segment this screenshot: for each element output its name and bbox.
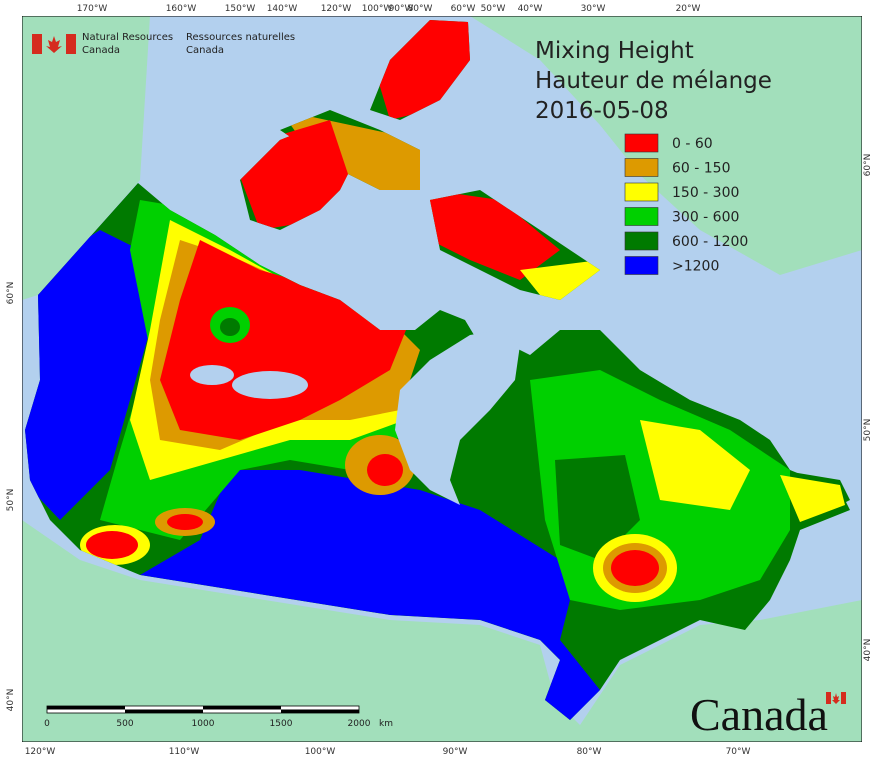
scale-label: 500: [116, 719, 133, 729]
lon-label: 140°W: [267, 4, 298, 14]
scale-seg: [203, 706, 281, 710]
scale-seg: [281, 709, 359, 713]
lon-label: 100°W: [305, 747, 336, 757]
legend-swatch: [624, 182, 659, 202]
title: 2016-05-08: [535, 98, 669, 124]
wordmark: Canada: [690, 689, 846, 740]
flag-bar: [826, 692, 831, 704]
lon-label: 40°W: [518, 4, 543, 14]
maple-leaf: [46, 36, 62, 53]
agency-fr: Canada: [186, 45, 224, 56]
lat-label: 50°N: [6, 489, 16, 512]
graticule-labels: 170°W 160°W 150°W 140°W 120°W 100°W90°W80°W 60…: [6, 4, 873, 757]
lon-label: 110°W: [169, 747, 200, 757]
zone: [220, 318, 240, 336]
zone: [430, 190, 560, 280]
lake: [190, 365, 234, 385]
legend-swatch: [624, 231, 659, 251]
lat-label: 50°N: [863, 419, 873, 442]
lon-label: 100°W: [362, 4, 393, 14]
zone: [160, 240, 410, 440]
lat-label: 60°N: [6, 282, 16, 305]
scale-labels: 0 500 1000 1500 2000 km: [44, 719, 393, 729]
lake: [232, 371, 308, 399]
legend-label: 60 - 150: [672, 161, 731, 177]
zone: [86, 531, 138, 559]
lon-label: 80°W: [577, 747, 602, 757]
zone: [25, 230, 150, 520]
wordmark-text: Canada: [690, 689, 828, 740]
legend-swatch: [624, 133, 659, 153]
title: Mixing Height: [535, 38, 694, 64]
flag-bar: [66, 34, 76, 54]
map-body: [22, 16, 862, 742]
lon-label: 60°W: [451, 4, 476, 14]
legend-label: 150 - 300: [672, 185, 739, 201]
legend-label: >1200: [672, 259, 719, 275]
hudson-bay: [395, 330, 520, 505]
legend-swatch: [624, 158, 659, 177]
lon-label: 160°W: [166, 4, 197, 14]
lat-label: 40°N: [863, 639, 873, 662]
greenland: [470, 16, 862, 275]
lon-label: 50°W: [481, 4, 506, 14]
agency-en: Canada: [82, 45, 120, 56]
scale-seg: [47, 706, 125, 710]
zone: [611, 550, 659, 586]
legend-swatch: [624, 256, 659, 275]
maple-leaf: [832, 693, 840, 704]
flag-bar: [841, 692, 846, 704]
scale-bar: 0 500 1000 1500 2000 km: [44, 705, 393, 729]
scale-label: 1000: [192, 719, 215, 729]
lon-label: 170°W: [77, 4, 108, 14]
flag-bar: [32, 34, 42, 54]
zone: [555, 455, 640, 560]
zone: [167, 514, 203, 530]
usa: [22, 520, 862, 742]
zone: [780, 475, 845, 522]
legend-label: 0 - 60: [672, 136, 713, 152]
zone: [367, 454, 403, 486]
scale-unit: km: [379, 719, 393, 729]
legend-label: 600 - 1200: [672, 234, 748, 250]
legend-label: 300 - 600: [672, 210, 739, 226]
agency-header: Natural Resources Canada Ressources natu…: [32, 32, 295, 56]
scale-label: 1500: [270, 719, 293, 729]
zone: [140, 470, 600, 720]
lon-label: 80°W: [408, 4, 433, 14]
lon-label: 90°W: [389, 4, 414, 14]
scale-label: 0: [44, 719, 50, 729]
lon-label: 90°W: [443, 747, 468, 757]
lat-label: 40°N: [6, 689, 16, 712]
agency-en: Natural Resources: [82, 32, 173, 43]
agency-fr: Ressources naturelles: [186, 32, 295, 43]
scale-seg: [125, 709, 203, 713]
alaska: [22, 16, 150, 300]
lon-label: 30°W: [581, 4, 606, 14]
lon-label: 70°W: [726, 747, 751, 757]
scale-label: 2000: [348, 719, 371, 729]
lon-label: 150°W: [225, 4, 256, 14]
lon-label: 120°W: [25, 747, 56, 757]
lon-label: 120°W: [321, 4, 352, 14]
legend: 0 - 60 60 - 150 150 - 300 300 - 600 600 - 12…: [624, 133, 748, 275]
lat-label: 60°N: [863, 154, 873, 177]
title: Hauteur de mélange: [535, 68, 772, 94]
zone: [640, 420, 750, 510]
lon-label: 20°W: [676, 4, 701, 14]
legend-swatch: [624, 207, 659, 226]
